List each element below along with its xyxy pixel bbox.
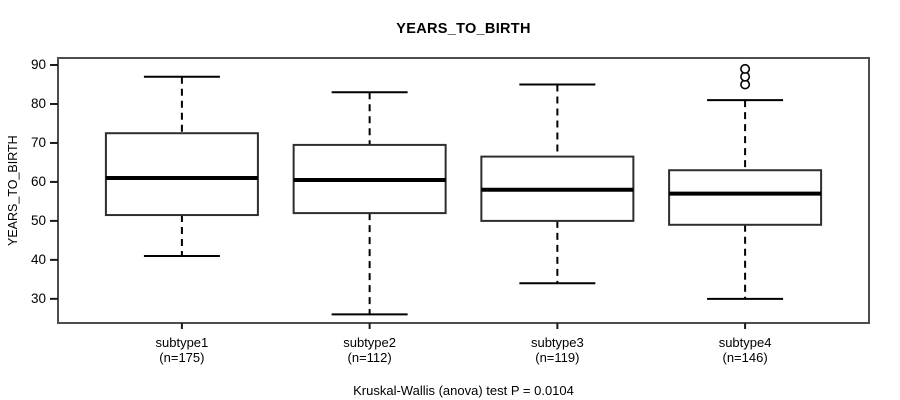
x-category-label-subtype3: subtype3 (n=119): [467, 335, 647, 365]
iqr-box-subtype1: [104, 132, 259, 217]
category-name: subtype1: [155, 335, 209, 350]
category-count: (n=175): [159, 350, 205, 365]
iqr-box-subtype4: [668, 169, 823, 226]
category-count: (n=146): [722, 350, 768, 365]
chart-title: YEARS_TO_BIRTH: [396, 21, 531, 37]
x-category-label-subtype2: subtype2 (n=112): [280, 335, 460, 365]
y-tick-label: 50: [30, 212, 46, 228]
category-name: subtype2: [343, 335, 396, 350]
category-count: (n=119): [535, 350, 580, 365]
category-name: subtype4: [718, 335, 772, 350]
y-tick-label: 60: [30, 173, 46, 189]
outlier-point: [740, 63, 751, 74]
y-tick-label: 80: [30, 95, 46, 111]
category-name: subtype3: [530, 335, 584, 350]
x-category-label-subtype4: subtype4 (n=146): [655, 335, 835, 365]
stat-annotation: Kruskal-Wallis (anova) test P = 0.0104: [353, 383, 574, 398]
y-tick-label: 40: [30, 251, 46, 267]
y-tick-label: 70: [30, 134, 46, 150]
y-tick-label: 30: [30, 290, 46, 306]
y-tick-label: 90: [30, 57, 46, 72]
category-count: (n=112): [347, 350, 392, 365]
x-category-label-subtype1: subtype1 (n=175): [92, 335, 272, 365]
